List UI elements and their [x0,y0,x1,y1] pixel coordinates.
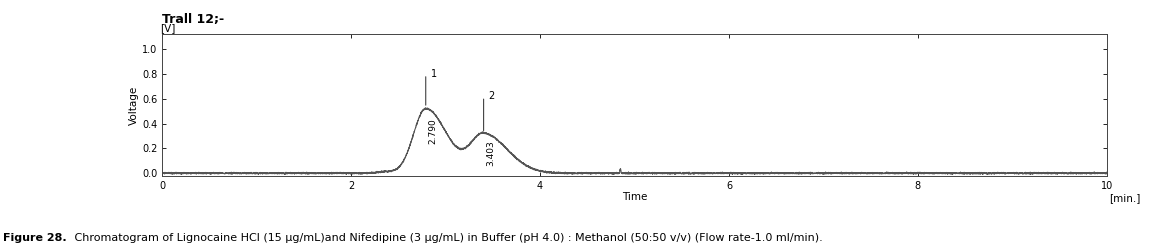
Text: [min.]: [min.] [1109,193,1140,203]
Text: 2.790: 2.790 [429,118,438,144]
Y-axis label: Voltage: Voltage [130,85,139,124]
Text: Chromatogram of Lignocaine HCl (15 μg/mL)and Nifedipine (3 μg/mL) in Buffer (pH : Chromatogram of Lignocaine HCl (15 μg/mL… [71,233,823,243]
Text: 1: 1 [430,69,437,79]
Text: Trall 12;-: Trall 12;- [162,13,225,26]
Text: 2: 2 [488,91,495,101]
Text: 3.403: 3.403 [487,140,496,166]
Text: [V]: [V] [160,23,176,33]
Text: Figure 28.: Figure 28. [3,233,67,243]
X-axis label: Time: Time [622,192,647,202]
